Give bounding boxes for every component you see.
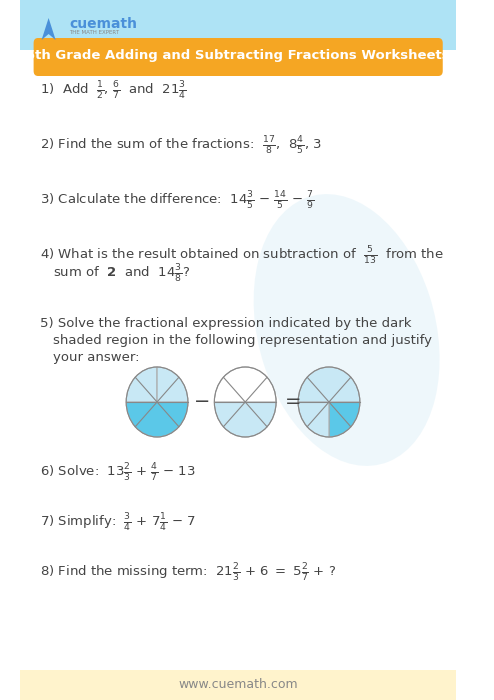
Text: 1)  Add  $\frac{1}{2}$, $\frac{6}{7}$  and  $21\frac{3}{4}$: 1) Add $\frac{1}{2}$, $\frac{6}{7}$ and … — [40, 80, 186, 102]
Text: 8) Find the missing term:  $21\frac{2}{3}$ $+$ 6 $=$ $5\frac{2}{7}$ $+$ ?: 8) Find the missing term: $21\frac{2}{3}… — [40, 562, 336, 584]
Wedge shape — [214, 402, 276, 437]
Wedge shape — [157, 367, 188, 402]
Text: 6) Solve:  $13\frac{2}{3}$ $+$ $\frac{4}{7}$ $-$ 13: 6) Solve: $13\frac{2}{3}$ $+$ $\frac{4}{… — [40, 462, 196, 484]
Wedge shape — [126, 367, 157, 402]
Wedge shape — [298, 402, 329, 437]
Text: 3) Calculate the difference:  $14\frac{3}{5}$ $-$ $\frac{14}{5}$ $-$ $\frac{7}{9: 3) Calculate the difference: $14\frac{3}… — [40, 190, 314, 212]
Text: 7) Simplify:  $\frac{3}{4}$ $+$ $7\frac{1}{4}$ $-$ 7: 7) Simplify: $\frac{3}{4}$ $+$ $7\frac{1… — [40, 512, 196, 534]
Text: 2) Find the sum of the fractions:  $\frac{17}{8}$,  $8\frac{4}{5}$, 3: 2) Find the sum of the fractions: $\frac… — [40, 135, 322, 157]
Text: www.cuemath.com: www.cuemath.com — [178, 678, 298, 692]
Wedge shape — [298, 367, 360, 402]
FancyBboxPatch shape — [20, 0, 456, 50]
Ellipse shape — [253, 194, 440, 466]
Wedge shape — [329, 402, 360, 437]
Polygon shape — [41, 18, 56, 40]
Wedge shape — [214, 367, 276, 402]
Text: 5) Solve the fractional expression indicated by the dark: 5) Solve the fractional expression indic… — [40, 317, 412, 330]
Text: cuemath: cuemath — [69, 17, 137, 31]
Text: 4) What is the result obtained on subtraction of  $\frac{5}{13}$  from the: 4) What is the result obtained on subtra… — [40, 245, 444, 267]
FancyBboxPatch shape — [34, 38, 443, 76]
FancyBboxPatch shape — [20, 670, 456, 700]
Wedge shape — [126, 402, 188, 437]
Text: shaded region in the following representation and justify: shaded region in the following represent… — [53, 334, 432, 347]
Polygon shape — [44, 40, 53, 46]
Text: $-$: $-$ — [193, 391, 209, 409]
Text: sum of  $\mathbf{2}$  and  $14\frac{3}{8}$?: sum of $\mathbf{2}$ and $14\frac{3}{8}$? — [53, 263, 190, 285]
Text: $=$: $=$ — [281, 391, 301, 409]
Text: THE MATH EXPERT: THE MATH EXPERT — [69, 29, 119, 34]
Text: 5th Grade Adding and Subtracting Fractions Worksheets: 5th Grade Adding and Subtracting Fractio… — [26, 50, 450, 62]
Text: your answer:: your answer: — [53, 351, 139, 364]
